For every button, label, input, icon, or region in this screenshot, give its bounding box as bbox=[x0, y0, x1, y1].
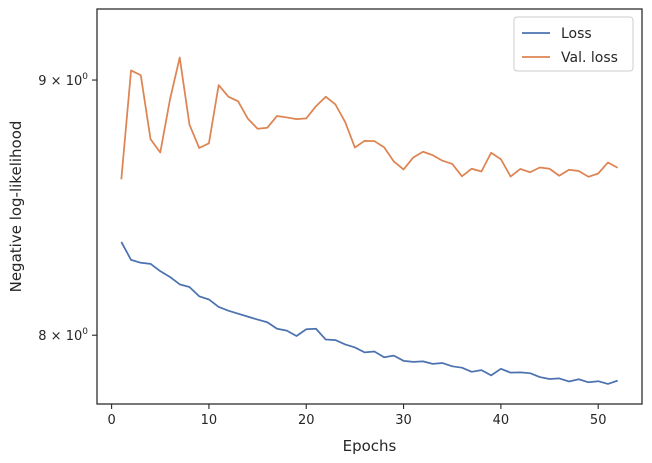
x-tick-label: 30 bbox=[395, 413, 412, 428]
x-axis-label: Epochs bbox=[343, 437, 397, 455]
series-line-1 bbox=[120, 56, 619, 180]
y-tick-exponent: 0 bbox=[82, 327, 88, 337]
y-axis-label: Negative log-likelihood bbox=[7, 121, 25, 293]
x-axis: 0 10 20 30 40 50 bbox=[107, 404, 606, 428]
y-tick-label: 8 × 100 bbox=[38, 327, 88, 344]
legend-label-1: Val. loss bbox=[561, 50, 618, 66]
x-tick-label: 50 bbox=[590, 413, 607, 428]
series-line-0 bbox=[120, 241, 618, 385]
x-tick-label: 40 bbox=[493, 413, 510, 428]
y-tick-label: 9 × 100 bbox=[38, 72, 88, 89]
x-tick-label: 20 bbox=[298, 413, 315, 428]
y-axis: 8 × 100 9 × 100 bbox=[38, 72, 97, 344]
chart-marks bbox=[120, 56, 619, 385]
legend: Loss Val. loss bbox=[513, 16, 634, 72]
y-tick-exponent: 0 bbox=[82, 72, 88, 82]
legend-label-0: Loss bbox=[561, 26, 592, 42]
x-tick-label: 10 bbox=[201, 413, 218, 428]
x-tick-label: 0 bbox=[107, 413, 115, 428]
plot-frame bbox=[96, 8, 643, 405]
